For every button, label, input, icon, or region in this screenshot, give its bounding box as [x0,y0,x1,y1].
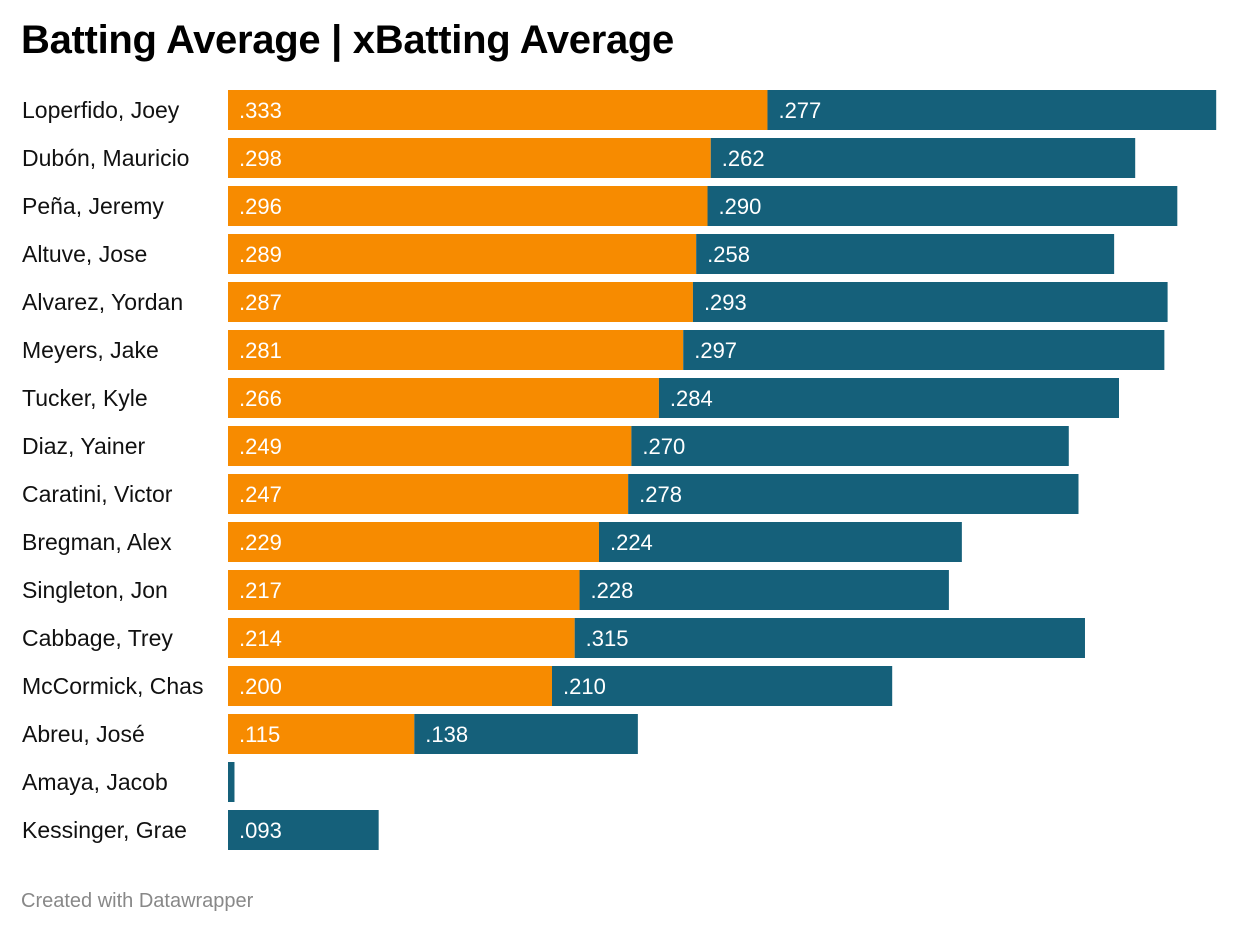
category-label: Peña, Jeremy [22,193,164,219]
bar-avg [228,282,693,322]
value-label-avg: .229 [239,530,282,555]
value-label-avg: .298 [239,146,282,171]
category-label: Altuve, Jose [22,241,147,267]
category-label: Abreu, José [22,721,145,747]
category-label: Loperfido, Joey [22,97,180,123]
bar-avg [228,330,684,370]
bar-xavg [707,186,1178,226]
bar-avg [228,90,768,130]
bar-avg [228,714,415,754]
value-label-avg: .287 [239,290,282,315]
bar-avg [228,618,575,658]
category-label: McCormick, Chas [22,673,203,699]
bar-avg [228,138,711,178]
bar-xavg [598,522,962,562]
bar-xavg [628,474,1079,514]
value-labels: .333 .277 .298 .262 .296 .290 .289 .258 .287 .293… [239,98,821,843]
category-label: Meyers, Jake [22,337,159,363]
bar-avg [228,474,629,514]
value-label-xavg: .278 [639,482,682,507]
bar-avg [228,186,708,226]
bar-xavg [228,762,235,802]
bar-avg [228,570,580,610]
value-label-avg: .289 [239,242,282,267]
bars [228,90,1217,850]
value-label-xavg: .224 [610,530,653,555]
bar-xavg [710,138,1136,178]
value-label-xavg: .258 [707,242,750,267]
value-label-xavg: .262 [722,146,765,171]
value-label-xavg: .270 [642,434,685,459]
category-label: Amaya, Jacob [22,769,168,795]
category-label: Singleton, Jon [22,577,168,603]
value-label-xavg: .297 [694,338,737,363]
bar-xavg [574,618,1085,658]
bar-avg [228,426,632,466]
bar-xavg [658,378,1119,418]
bar-avg [228,234,697,274]
value-label-xavg: .210 [563,674,606,699]
value-label-avg: .296 [239,194,282,219]
value-label-xavg: .290 [719,194,762,219]
bar-xavg [552,666,893,706]
bar-xavg [767,90,1217,130]
bar-xavg [414,714,638,754]
chart-title: Batting Average | xBatting Average [21,18,675,62]
footer-credit: Created with Datawrapper [21,890,254,912]
value-label-avg: .217 [239,578,282,603]
category-label: Kessinger, Grae [22,817,187,843]
value-label-avg: .333 [239,98,282,123]
category-labels: Loperfido, Joey Dubón, Mauricio Peña, Jere… [22,97,203,843]
value-label-avg: .200 [239,674,282,699]
category-label: Alvarez, Yordan [22,289,183,315]
value-label-avg: .115 [239,722,280,747]
value-label-xavg: .293 [704,290,747,315]
value-label-xavg: .315 [586,626,629,651]
bar-xavg [683,330,1165,370]
bar-avg [228,378,659,418]
value-label-xavg: .277 [778,98,821,123]
bar-xavg [692,282,1168,322]
bar-xavg [631,426,1069,466]
value-label-xavg: .093 [239,818,282,843]
bar-avg [228,666,552,706]
value-label-avg: .249 [239,434,282,459]
category-label: Cabbage, Trey [22,625,173,651]
value-label-avg: .214 [239,626,282,651]
category-label: Caratini, Victor [22,481,173,507]
bar-xavg [228,810,379,850]
category-label: Diaz, Yainer [22,433,145,459]
value-label-avg: .247 [239,482,282,507]
value-label-avg: .281 [239,338,282,363]
category-label: Tucker, Kyle [22,385,148,411]
value-label-xavg: .138 [425,722,468,747]
bar-xavg [579,570,949,610]
value-label-avg: .266 [239,386,282,411]
value-label-xavg: .228 [591,578,634,603]
bar-avg [228,522,599,562]
category-label: Dubón, Mauricio [22,145,189,171]
value-label-xavg: .284 [670,386,713,411]
category-label: Bregman, Alex [22,529,172,555]
bar-xavg [696,234,1115,274]
